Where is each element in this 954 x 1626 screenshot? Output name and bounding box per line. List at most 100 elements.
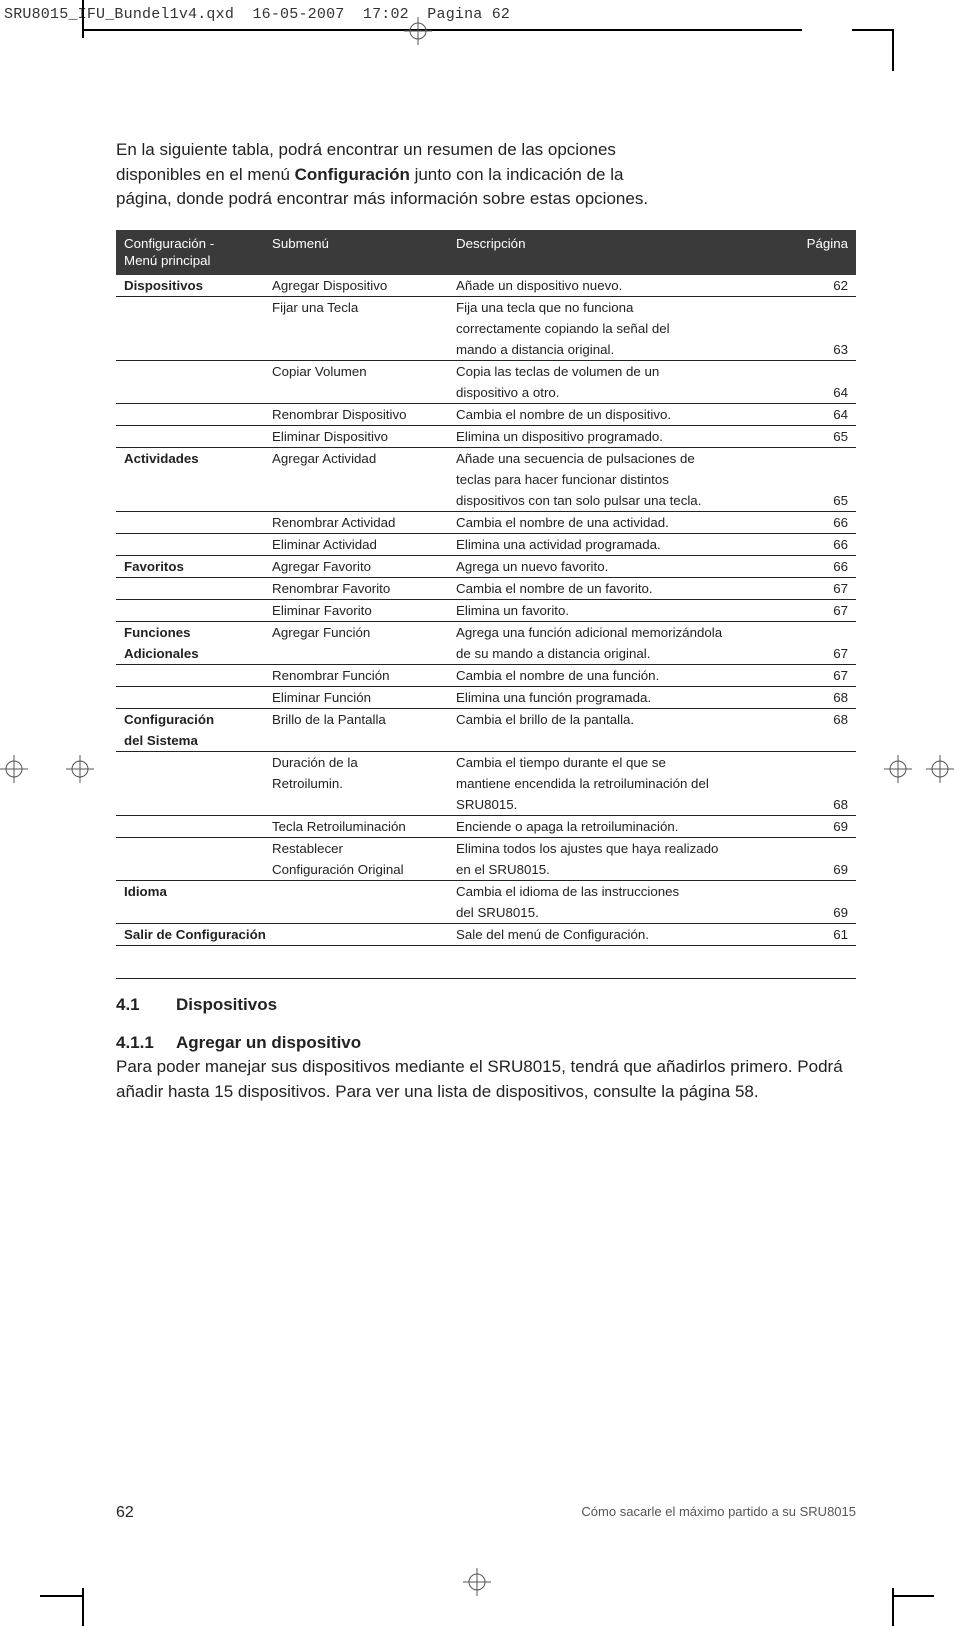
intro-line: página, donde podrá encontrar más inform… xyxy=(116,189,648,208)
table-cell-sub: Renombrar Dispositivo xyxy=(264,404,448,426)
intro-line: disponibles en el menú xyxy=(116,165,295,184)
section-title: Dispositivos xyxy=(176,995,277,1014)
table-row: ConfiguraciónBrillo de la PantallaCambia… xyxy=(116,709,856,731)
registration-mark-icon xyxy=(66,755,94,783)
table-row: del SRU8015.69 xyxy=(116,902,856,924)
table-cell-desc: en el SRU8015. xyxy=(448,859,799,881)
crop-mark xyxy=(892,1595,934,1597)
table-cell-sub: Eliminar Dispositivo xyxy=(264,426,448,448)
table-cell-page xyxy=(799,622,856,644)
crop-mark xyxy=(852,29,894,31)
table-cell-page: 66 xyxy=(799,556,856,578)
table-cell-main: Configuración xyxy=(116,709,264,731)
table-cell-desc: Elimina un favorito. xyxy=(448,600,799,622)
crop-mark xyxy=(40,1595,82,1597)
table-cell-desc: Cambia el tiempo durante el que se xyxy=(448,752,799,774)
table-cell-sub xyxy=(264,318,448,339)
header-time: 17:02 xyxy=(363,6,409,23)
table-cell-main xyxy=(116,902,264,924)
header-filename: SRU8015_IFU_Bundel1v4.qxd xyxy=(4,6,234,23)
table-cell-main xyxy=(116,838,264,860)
intro-line: junto con la indicación de la xyxy=(410,165,624,184)
table-row: dispositivos con tan solo pulsar una tec… xyxy=(116,490,856,512)
table-cell-desc: Elimina una actividad programada. xyxy=(448,534,799,556)
table-cell-sub xyxy=(264,730,448,752)
table-cell-page: 62 xyxy=(799,275,856,297)
table-cell-page xyxy=(799,730,856,752)
table-cell-page: 61 xyxy=(799,924,856,946)
table-cell-main xyxy=(116,490,264,512)
table-cell-sub: Configuración Original xyxy=(264,859,448,881)
subsection-title: Agregar un dispositivo xyxy=(176,1033,361,1052)
table-row: correctamente copiando la señal del xyxy=(116,318,856,339)
table-cell-page: 69 xyxy=(799,816,856,838)
table-header-main: Configuración - Menú principal xyxy=(116,230,264,275)
table-row: DispositivosAgregar DispositivoAñade un … xyxy=(116,275,856,297)
table-row: RestablecerElimina todos los ajustes que… xyxy=(116,838,856,860)
table-cell-page xyxy=(799,318,856,339)
table-cell-page: 68 xyxy=(799,709,856,731)
table-cell-desc: Sale del menú de Configuración. xyxy=(448,924,799,946)
table-cell-desc: Cambia el nombre de una función. xyxy=(448,665,799,687)
table-row: dispositivo a otro.64 xyxy=(116,382,856,404)
table-cell-sub xyxy=(264,881,448,903)
intro-paragraph: En la siguiente tabla, podrá encontrar u… xyxy=(116,138,856,212)
page-footer: 62 Cómo sacarle el máximo partido a su S… xyxy=(116,1504,856,1522)
subsection-number: 4.1.1 xyxy=(116,1033,176,1053)
table-cell-page xyxy=(799,838,856,860)
table-row: Duración de laCambia el tiempo durante e… xyxy=(116,752,856,774)
table-cell-sub: Agregar Dispositivo xyxy=(264,275,448,297)
header-pageword: Pagina 62 xyxy=(427,6,510,23)
table-cell-page: 68 xyxy=(799,794,856,816)
table-cell-page: 63 xyxy=(799,339,856,361)
table-cell-sub xyxy=(264,902,448,924)
table-cell-page xyxy=(799,752,856,774)
table-row: Eliminar FunciónElimina una función prog… xyxy=(116,687,856,709)
table-cell-sub xyxy=(264,382,448,404)
table-cell-main xyxy=(116,600,264,622)
table-cell-page xyxy=(799,881,856,903)
table-cell-desc: Cambia el nombre de un dispositivo. xyxy=(448,404,799,426)
table-row: Fijar una TeclaFija una tecla que no fun… xyxy=(116,297,856,319)
table-cell-main: Salir de Configuración xyxy=(116,924,448,946)
table-cell-desc xyxy=(448,730,799,752)
crop-mark xyxy=(82,29,802,31)
table-cell-desc: Agrega un nuevo favorito. xyxy=(448,556,799,578)
table-row: Copiar VolumenCopia las teclas de volume… xyxy=(116,361,856,383)
table-cell-main xyxy=(116,578,264,600)
table-cell-desc: Añade una secuencia de pulsaciones de xyxy=(448,448,799,470)
table-cell-page: 68 xyxy=(799,687,856,709)
table-cell-sub: Fijar una Tecla xyxy=(264,297,448,319)
section-heading: 4.1Dispositivos xyxy=(116,978,856,1015)
table-cell-main xyxy=(116,469,264,490)
table-cell-desc: Elimina una función programada. xyxy=(448,687,799,709)
table-cell-main xyxy=(116,687,264,709)
table-row: del Sistema xyxy=(116,730,856,752)
table-cell-sub: Agregar Favorito xyxy=(264,556,448,578)
table-cell-page: 66 xyxy=(799,534,856,556)
header-date: 16-05-2007 xyxy=(252,6,344,23)
table-cell-main xyxy=(116,794,264,816)
table-row: Tecla RetroiluminaciónEnciende o apaga l… xyxy=(116,816,856,838)
subsection-heading: 4.1.1Agregar un dispositivo xyxy=(116,1033,856,1053)
table-cell-page xyxy=(799,448,856,470)
table-cell-sub xyxy=(264,490,448,512)
table-header-desc: Descripción xyxy=(448,230,799,275)
table-cell-page: 66 xyxy=(799,512,856,534)
table-row: Eliminar FavoritoElimina un favorito.67 xyxy=(116,600,856,622)
table-cell-desc: correctamente copiando la señal del xyxy=(448,318,799,339)
table-cell-sub: Agregar Actividad xyxy=(264,448,448,470)
table-cell-main xyxy=(116,665,264,687)
table-row: SRU8015.68 xyxy=(116,794,856,816)
table-row: FavoritosAgregar FavoritoAgrega un nuevo… xyxy=(116,556,856,578)
table-cell-main xyxy=(116,534,264,556)
table-cell-sub xyxy=(264,794,448,816)
table-row: Renombrar FunciónCambia el nombre de una… xyxy=(116,665,856,687)
crop-mark xyxy=(82,1588,84,1626)
table-cell-main xyxy=(116,382,264,404)
table-row: Eliminar DispositivoElimina un dispositi… xyxy=(116,426,856,448)
table-cell-sub: Agregar Función xyxy=(264,622,448,644)
table-cell-page xyxy=(799,297,856,319)
table-row: Adicionalesde su mando a distancia origi… xyxy=(116,643,856,665)
table-cell-main xyxy=(116,404,264,426)
